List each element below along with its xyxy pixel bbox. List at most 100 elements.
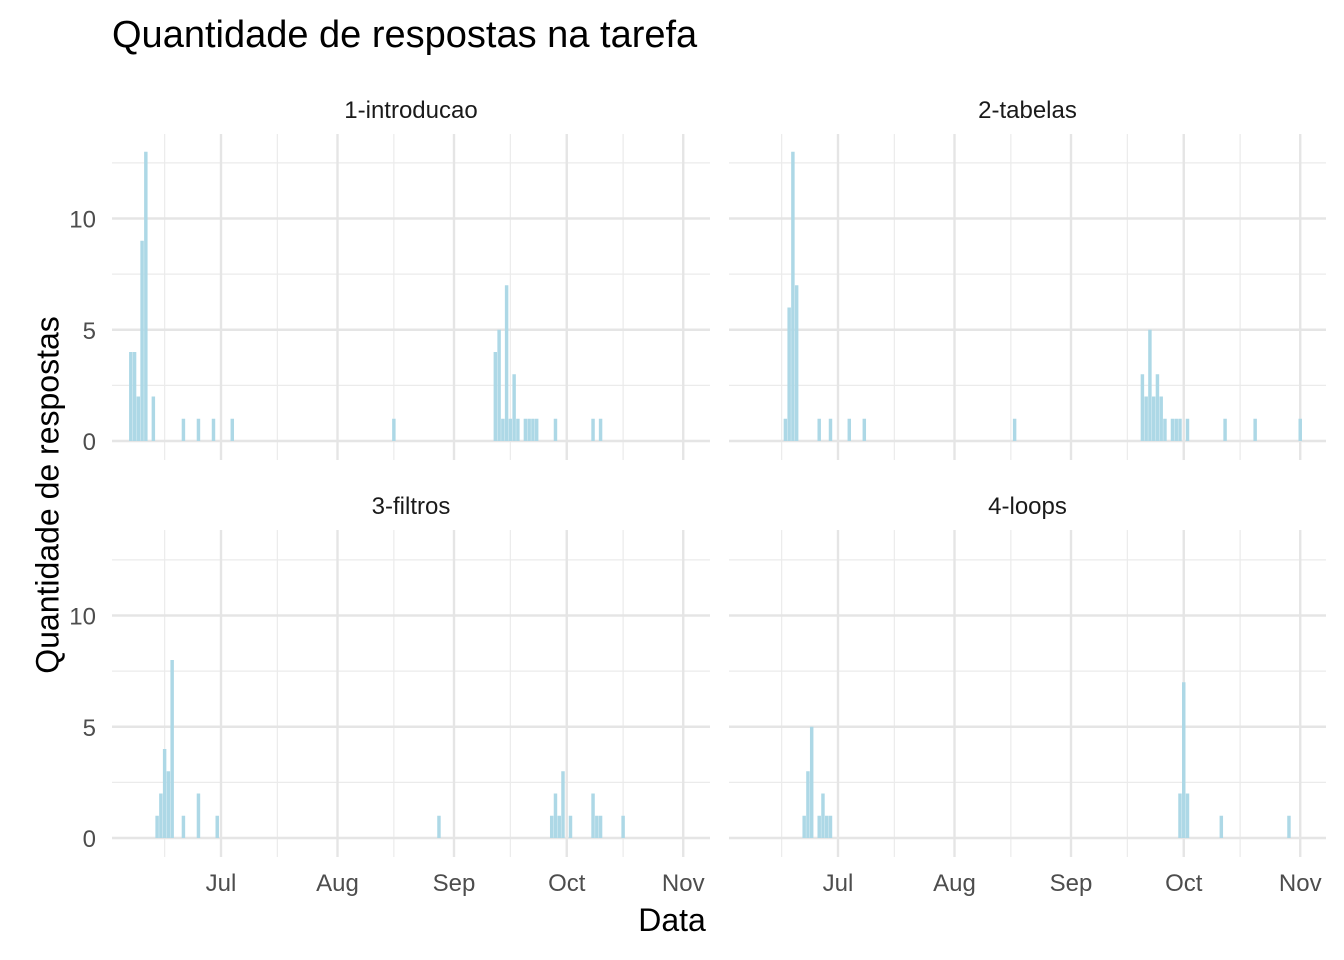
histogram-bar [144,151,148,441]
histogram-bar [1144,396,1148,441]
x-tick-label: Aug [933,870,976,897]
histogram-bar [170,660,174,838]
histogram-bar [523,418,528,441]
histogram-bar [1148,329,1152,441]
x-tick-label: Nov [1279,870,1322,897]
y-tick-label: 0 [83,429,96,456]
facet-strip-label: 3-filtros [372,493,451,520]
x-tick-label: Oct [548,870,586,897]
histogram-bar [598,418,603,441]
histogram-bar [196,793,201,838]
histogram-bar [591,418,595,441]
histogram-bar [809,726,814,838]
facet-strip-label: 1-introducao [344,97,477,124]
y-tick-label: 5 [83,318,96,345]
histogram-bar [181,418,186,441]
histogram-bar [557,815,561,838]
histogram-bar [1155,374,1160,441]
histogram-bar [140,240,144,441]
histogram-bar [1223,418,1227,441]
histogram-bar [1151,396,1156,441]
facet-strip-label: 2-tabelas [978,97,1077,124]
histogram-bar [621,815,625,838]
x-tick-label: Sep [1050,870,1093,897]
histogram-bar [159,793,163,838]
histogram-bar [825,815,829,838]
histogram-bar [196,418,201,441]
chart-title: Quantidade de respostas na tarefa [112,14,698,56]
histogram-bar [534,418,539,441]
histogram-bar [553,793,558,838]
histogram-bar [531,418,535,441]
histogram-bar [591,793,595,838]
y-tick-label: 10 [69,604,96,631]
histogram-bar [817,815,821,838]
histogram-bar [1140,374,1145,441]
histogram-bar [392,418,396,441]
histogram-bar [1287,815,1291,838]
histogram-bar [847,418,852,441]
histogram-bar [791,151,795,441]
histogram-bar [568,815,573,838]
histogram-bar [806,771,810,838]
histogram-bar [828,418,833,441]
histogram-bar [561,771,565,838]
histogram-bar [129,352,133,441]
histogram-bar [802,815,806,838]
histogram-bar [828,815,833,838]
histogram-bar [136,396,141,441]
histogram-bar [1298,418,1302,441]
histogram-bar [497,329,501,441]
histogram-bar [787,307,791,441]
x-tick-label: Nov [662,870,705,897]
histogram-bar [493,352,498,441]
y-tick-label: 5 [83,715,96,742]
histogram-bar [1159,396,1163,441]
x-axis-label: Data [638,902,706,938]
histogram-bar [181,815,186,838]
y-tick-label: 0 [83,826,96,853]
histogram-bar [1253,418,1257,441]
y-tick-label: 10 [69,207,96,234]
histogram-bar [516,418,520,441]
x-tick-label: Jul [823,870,854,897]
histogram-bar [1182,682,1186,838]
histogram-bar [1219,815,1224,838]
histogram-bar [1185,793,1190,838]
histogram-bar [595,815,599,838]
histogram-bar [1178,793,1182,838]
histogram-bar [527,418,531,441]
histogram-bar [211,418,216,441]
histogram-bar [155,815,159,838]
histogram-bar [512,374,516,441]
histogram-bar [794,285,799,441]
histogram-bar [437,815,441,838]
histogram-bar [1170,418,1175,441]
histogram-bar [817,418,821,441]
histogram-bar [549,815,554,838]
histogram-bar [504,285,509,441]
histogram-bar [1185,418,1190,441]
x-tick-label: Aug [316,870,359,897]
histogram-bar [132,352,137,441]
histogram-bar [215,815,219,838]
histogram-bar [508,418,513,441]
facet-strip-label: 4-loops [988,493,1067,520]
histogram-bar [862,418,867,441]
y-axis-label: Quantidade de respostas [29,316,66,674]
histogram-bar [1178,418,1182,441]
x-tick-label: Sep [433,870,476,897]
histogram-bar [1174,418,1178,441]
histogram-bar [598,815,603,838]
histogram-bar [151,396,156,441]
histogram-bar [553,418,558,441]
x-tick-label: Jul [206,870,237,897]
histogram-bar [821,793,825,838]
histogram-bar [162,749,167,838]
histogram-bar [783,418,788,441]
histogram-bar [1163,418,1167,441]
histogram-bar [230,418,235,441]
x-tick-label: Oct [1165,870,1203,897]
histogram-bar [1012,418,1017,441]
